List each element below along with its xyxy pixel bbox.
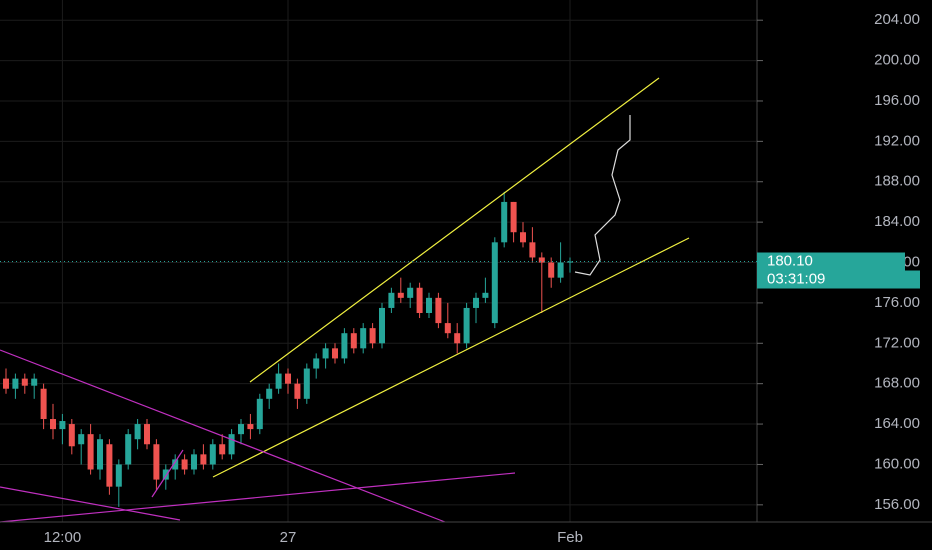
candle-body — [303, 368, 310, 399]
drawings — [0, 77, 690, 523]
candle-body — [78, 434, 85, 445]
candle-body — [266, 388, 273, 399]
candle-body — [40, 388, 47, 420]
candle-body — [407, 287, 414, 298]
candle-body — [322, 348, 329, 359]
candle-body — [388, 292, 395, 308]
x-tick-label: Feb — [557, 529, 583, 546]
candle-body — [115, 464, 122, 487]
y-tick-label: 160.00 — [874, 455, 920, 472]
candle-body — [87, 434, 94, 470]
candle-body — [162, 469, 169, 480]
countdown-label: 03:31:09 — [767, 270, 825, 287]
candle-body — [209, 444, 216, 465]
y-tick-label: 200.00 — [874, 52, 920, 69]
y-tick-label: 192.00 — [874, 132, 920, 149]
candle-body — [59, 421, 66, 430]
candle-body — [125, 434, 132, 465]
candle-body — [200, 454, 207, 465]
y-tick-label: 176.00 — [874, 294, 920, 311]
candle-body — [68, 424, 75, 447]
candle-body — [275, 373, 282, 389]
last-price-label: 180.10 — [767, 252, 813, 269]
candle-body — [341, 333, 348, 359]
candle-body — [294, 383, 301, 399]
trend-line — [151, 449, 184, 498]
candle-body — [435, 297, 442, 324]
candle-body — [238, 424, 244, 435]
candle-body — [529, 242, 536, 258]
axes: 156.00 160.00 164.00 168.00 172.00 176.00 180.… — [0, 11, 920, 546]
candle-body — [426, 297, 432, 313]
grid — [0, 0, 757, 522]
candle-body — [50, 419, 56, 430]
y-tick-label: 172.00 — [874, 334, 920, 351]
candle-body — [379, 307, 385, 344]
trend-line — [0, 349, 446, 523]
candle-body — [97, 439, 103, 470]
candle-body — [350, 333, 357, 349]
candle-body — [520, 232, 526, 243]
y-tick-label: 196.00 — [874, 92, 920, 109]
trend-line — [0, 486, 181, 521]
candle-body — [144, 424, 150, 445]
candle-body — [557, 262, 564, 278]
candle-body — [3, 378, 9, 389]
candle-body — [12, 378, 19, 389]
candle-body — [538, 257, 545, 263]
candle-body — [501, 201, 508, 243]
x-tick-label: 27 — [280, 529, 297, 546]
candle-body — [191, 454, 197, 470]
last-price-box — [757, 252, 905, 271]
candle-body — [228, 434, 235, 455]
candle-body — [567, 261, 573, 263]
candle-body — [397, 292, 404, 298]
candle-body — [31, 378, 38, 386]
y-tick-label: 164.00 — [874, 415, 920, 432]
candle-body — [360, 328, 367, 349]
candle-body — [219, 444, 226, 455]
candle-body — [106, 444, 113, 487]
candle-body — [256, 398, 263, 430]
candle-body — [134, 424, 141, 440]
candle-body — [416, 287, 423, 313]
y-tick-label: 184.00 — [874, 213, 920, 230]
candle-body — [153, 444, 160, 480]
y-tick-label: 204.00 — [874, 11, 920, 28]
x-tick-label: 12:00 — [44, 529, 82, 546]
candles — [3, 191, 573, 507]
candle-body — [482, 292, 489, 298]
projection-path — [574, 115, 631, 276]
y-tick-label: 156.00 — [874, 496, 920, 513]
candle-body — [313, 358, 320, 369]
channel-lower — [212, 237, 690, 478]
candle-body — [510, 201, 517, 233]
candle-body — [473, 297, 479, 308]
candle-body — [172, 459, 179, 470]
y-tick-label: 168.00 — [874, 375, 920, 392]
candle-body — [369, 328, 376, 344]
candle-body — [21, 378, 28, 386]
candle-body — [444, 323, 451, 334]
y-tick-label: 188.00 — [874, 173, 920, 190]
candle-body — [247, 424, 254, 430]
candle-body — [285, 373, 291, 384]
candle-body — [181, 459, 188, 470]
candle-body — [463, 307, 470, 344]
channel-upper — [249, 77, 660, 383]
countdown-box — [757, 270, 920, 289]
candle-body — [454, 333, 461, 344]
candle-body — [548, 262, 555, 278]
candle-body — [332, 348, 338, 359]
trend-line — [0, 472, 516, 523]
candle-body — [491, 242, 498, 324]
